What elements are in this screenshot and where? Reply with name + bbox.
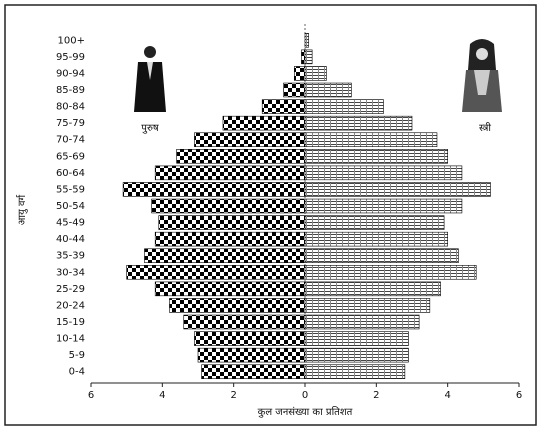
x-tick-label: 4 <box>159 390 165 401</box>
bar <box>283 82 306 98</box>
bar <box>304 99 384 114</box>
y-tick-label: 15-19 <box>56 317 85 328</box>
bar <box>304 49 313 65</box>
bar <box>222 115 306 131</box>
y-tick-label: 45-49 <box>56 218 85 229</box>
y-tick-label: 20-24 <box>56 300 85 311</box>
y-tick-label: 65-69 <box>56 151 85 162</box>
bar <box>304 231 448 247</box>
bar <box>293 66 306 81</box>
bar <box>183 314 306 330</box>
x-tick-label: 2 <box>230 390 236 401</box>
x-tick-label: 2 <box>373 390 379 401</box>
female-figure <box>462 39 502 112</box>
y-tick-label: 75-79 <box>56 118 85 129</box>
bar <box>304 298 431 313</box>
bar <box>304 331 409 346</box>
bar <box>197 347 306 363</box>
bar <box>304 364 406 379</box>
y-tick-label: 90-94 <box>56 68 85 79</box>
x-tick-label: 6 <box>516 390 522 401</box>
bar <box>304 132 438 147</box>
y-tick-label: 10-14 <box>56 334 85 345</box>
bar <box>194 132 306 147</box>
y-tick-label: 5-9 <box>69 350 85 361</box>
bar <box>194 331 306 346</box>
bar <box>304 66 327 81</box>
y-tick-label: 85-89 <box>56 85 85 96</box>
y-tick-label: 70-74 <box>56 135 85 146</box>
y-tick-label: 25-29 <box>56 284 85 295</box>
bar <box>304 182 491 197</box>
x-tick-label: 0 <box>302 390 308 401</box>
y-tick-label: 50-54 <box>56 201 85 212</box>
bar <box>169 298 306 313</box>
bar <box>201 364 306 379</box>
bar <box>154 231 306 247</box>
bar <box>304 33 309 48</box>
bar <box>304 165 463 181</box>
y-tick-label: 80-84 <box>56 102 85 113</box>
bar <box>304 347 409 363</box>
bar <box>301 49 306 65</box>
y-tick-label: 0-4 <box>69 367 85 378</box>
bar <box>304 314 420 330</box>
bar <box>154 165 306 181</box>
frame <box>4 4 537 426</box>
bar <box>304 149 448 164</box>
bar <box>261 99 306 114</box>
x-axis-label: कुल जनसंख्या का प्रतिशत <box>258 406 353 418</box>
bar <box>304 198 463 214</box>
bar <box>154 281 306 297</box>
bar <box>304 115 413 131</box>
bar <box>304 281 441 297</box>
bar <box>144 248 306 263</box>
x-tick-label: 6 <box>88 390 94 401</box>
bar <box>304 82 352 98</box>
bar <box>304 265 477 280</box>
y-tick-label: 60-64 <box>56 168 85 179</box>
bar <box>151 198 306 214</box>
y-axis-label: आयु वर्ग <box>16 194 28 225</box>
bar <box>304 215 445 230</box>
legend-label: पुरुष <box>141 123 159 134</box>
male-figure <box>134 46 166 112</box>
y-tick-label: 100+ <box>58 35 85 46</box>
bar <box>176 149 306 164</box>
bar <box>304 248 459 263</box>
bar <box>122 182 306 197</box>
x-tick-label: 4 <box>444 390 450 401</box>
y-tick-label: 30-34 <box>56 267 85 278</box>
bar <box>158 215 306 230</box>
y-tick-label: 40-44 <box>56 234 85 245</box>
y-tick-label: 55-59 <box>56 184 85 195</box>
y-tick-label: 35-39 <box>56 251 85 262</box>
legend-label: स्त्री <box>479 122 491 134</box>
bar <box>126 265 306 280</box>
y-tick-label: 95-99 <box>56 52 85 63</box>
